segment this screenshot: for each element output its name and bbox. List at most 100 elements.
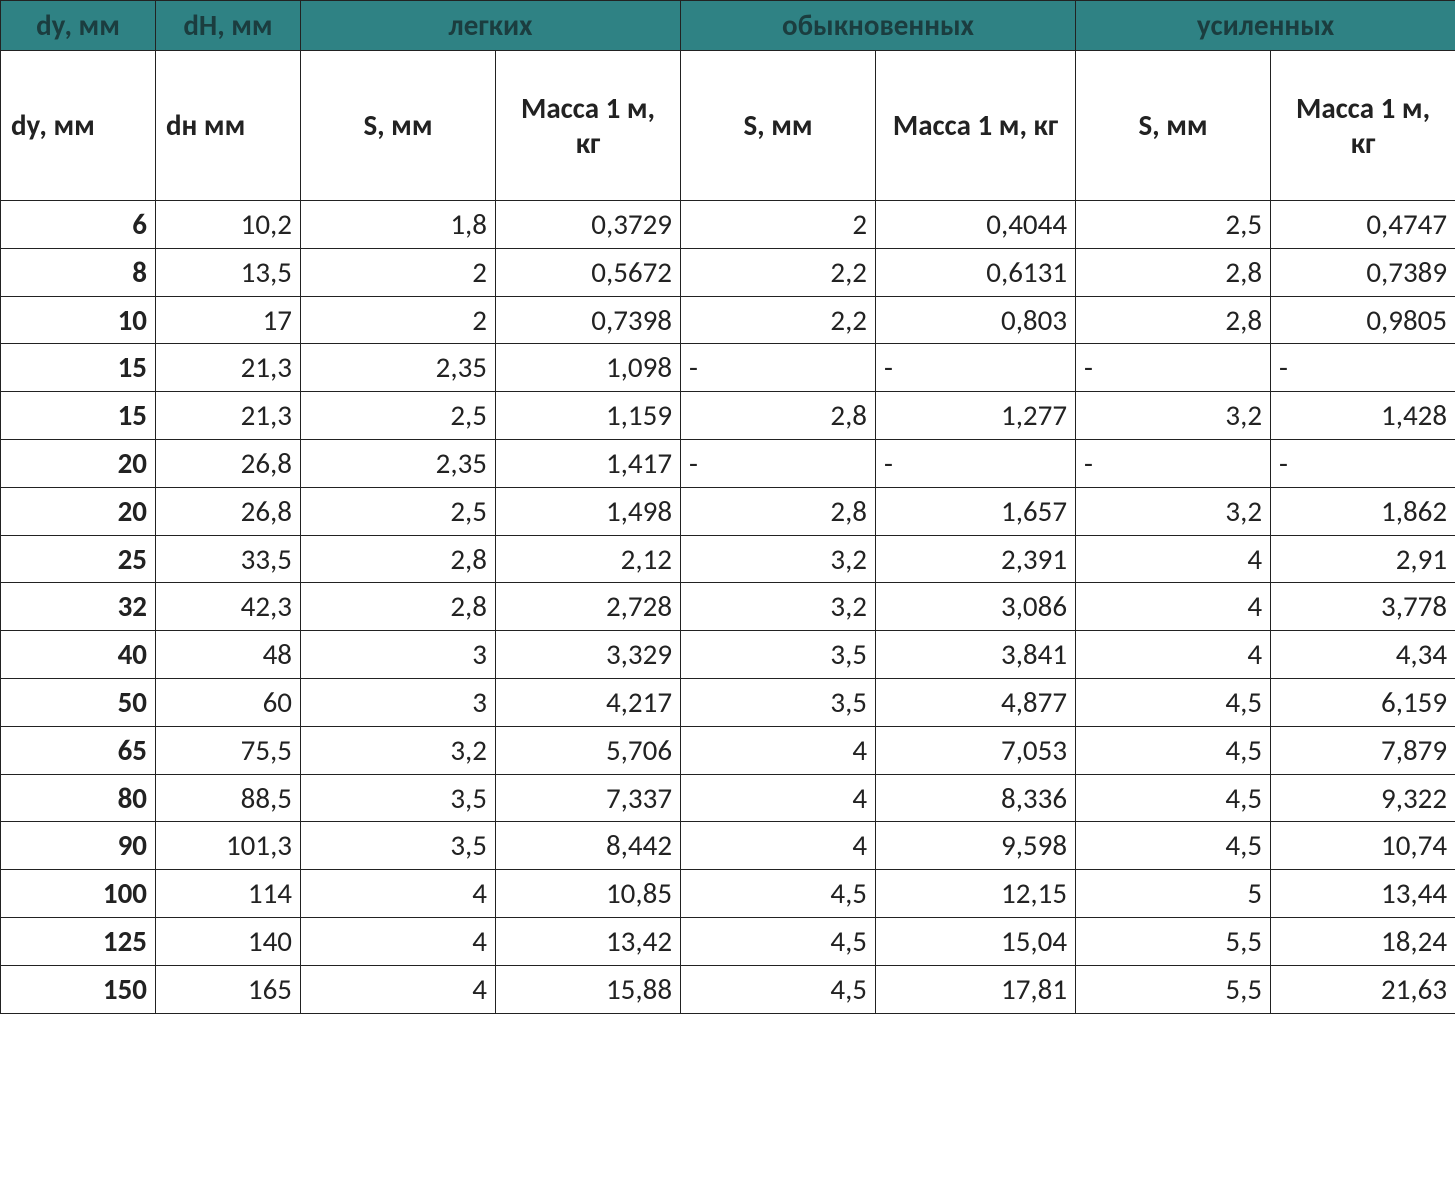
table-cell: 15,04 [876, 917, 1076, 965]
table-cell: 101,3 [156, 822, 301, 870]
table-cell: - [681, 439, 876, 487]
table-row: 8088,53,57,33748,3364,59,322 [1, 774, 1455, 822]
table-cell: 5,5 [1076, 965, 1271, 1013]
table-cell: 2,35 [301, 344, 496, 392]
table-cell: 4 [681, 774, 876, 822]
table-cell: 2 [301, 248, 496, 296]
table-cell: 2,728 [496, 583, 681, 631]
table-cell: 17,81 [876, 965, 1076, 1013]
table-cell: 90 [1, 822, 156, 870]
table-row: 2026,82,351,417---- [1, 439, 1455, 487]
table-cell: 13,5 [156, 248, 301, 296]
table-cell: 13,44 [1271, 870, 1455, 918]
table-row: 100114410,854,512,15513,44 [1, 870, 1455, 918]
sub-header-mass-ordinary: Масса 1 м, кг [876, 51, 1076, 201]
table-cell: 75,5 [156, 726, 301, 774]
top-header-dy: dу, мм [1, 1, 156, 51]
table-cell: 13,42 [496, 917, 681, 965]
table-cell: 4 [681, 726, 876, 774]
table-cell: - [1076, 439, 1271, 487]
table-cell: 2,8 [301, 583, 496, 631]
table-cell: 1,862 [1271, 487, 1455, 535]
table-cell: 3,5 [681, 631, 876, 679]
table-cell: 6 [1, 201, 156, 249]
table-cell: 2,8 [681, 487, 876, 535]
table-cell: 3,778 [1271, 583, 1455, 631]
table-cell: 7,879 [1271, 726, 1455, 774]
table-cell: 15 [1, 344, 156, 392]
table-cell: 20 [1, 439, 156, 487]
table-cell: 4 [681, 822, 876, 870]
table-row: 404833,3293,53,84144,34 [1, 631, 1455, 679]
table-cell: 2,5 [301, 487, 496, 535]
table-cell: 8,442 [496, 822, 681, 870]
table-row: 610,21,80,372920,40442,50,4747 [1, 201, 1455, 249]
table-cell: 5,706 [496, 726, 681, 774]
table-cell: 0,3729 [496, 201, 681, 249]
table-cell: 2 [681, 201, 876, 249]
table-cell: - [1271, 344, 1455, 392]
table-cell: 4 [1076, 535, 1271, 583]
table-cell: 5 [1076, 870, 1271, 918]
table-cell: 65 [1, 726, 156, 774]
table-cell: 4,877 [876, 678, 1076, 726]
table-cell: 2,8 [1076, 248, 1271, 296]
table-cell: 3,5 [301, 822, 496, 870]
table-cell: 2,91 [1271, 535, 1455, 583]
table-cell: 3,5 [301, 774, 496, 822]
table-cell: 25 [1, 535, 156, 583]
top-header-light: легких [301, 1, 681, 51]
table-cell: 40 [1, 631, 156, 679]
table-cell: 1,657 [876, 487, 1076, 535]
table-cell: 88,5 [156, 774, 301, 822]
table-cell: 1,428 [1271, 392, 1455, 440]
table-cell: 10,85 [496, 870, 681, 918]
table-cell: 0,803 [876, 296, 1076, 344]
data-table: dу, мм dH, мм легких обыкновенных усилен… [0, 0, 1455, 1014]
table-cell: 1,098 [496, 344, 681, 392]
table-row: 125140413,424,515,045,518,24 [1, 917, 1455, 965]
table-cell: 5,5 [1076, 917, 1271, 965]
table-cell: 4 [1076, 583, 1271, 631]
table-cell: 12,15 [876, 870, 1076, 918]
table-cell: 1,417 [496, 439, 681, 487]
table-body: 610,21,80,372920,40442,50,4747813,520,56… [1, 201, 1455, 1014]
sub-header-mass-light: Масса 1 м, кг [496, 51, 681, 201]
table-cell: 125 [1, 917, 156, 965]
table-cell: 4,5 [681, 870, 876, 918]
table-cell: 2,5 [1076, 201, 1271, 249]
table-cell: 3 [301, 678, 496, 726]
table-cell: 6,159 [1271, 678, 1455, 726]
table-cell: 21,3 [156, 392, 301, 440]
table-cell: 8 [1, 248, 156, 296]
table-cell: 3,086 [876, 583, 1076, 631]
table-cell: 3,841 [876, 631, 1076, 679]
table-cell: 3,2 [1076, 392, 1271, 440]
table-row: 6575,53,25,70647,0534,57,879 [1, 726, 1455, 774]
table-cell: 0,7389 [1271, 248, 1455, 296]
table-cell: 3,5 [681, 678, 876, 726]
table-row: 1521,32,51,1592,81,2773,21,428 [1, 392, 1455, 440]
table-cell: 0,4747 [1271, 201, 1455, 249]
table-cell: 21,3 [156, 344, 301, 392]
top-header-ordinary: обыкновенных [681, 1, 1076, 51]
table-cell: 165 [156, 965, 301, 1013]
table-cell: 100 [1, 870, 156, 918]
table-cell: - [876, 344, 1076, 392]
sub-header-dy: dу, мм [1, 51, 156, 201]
sub-header-s-reinforced: S, мм [1076, 51, 1271, 201]
table-cell: 1,8 [301, 201, 496, 249]
table-cell: 4,217 [496, 678, 681, 726]
table-row: 506034,2173,54,8774,56,159 [1, 678, 1455, 726]
table-cell: 3,2 [301, 726, 496, 774]
table-row: 150165415,884,517,815,521,63 [1, 965, 1455, 1013]
table-cell: 2,35 [301, 439, 496, 487]
table-cell: 4,34 [1271, 631, 1455, 679]
table-cell: 21,63 [1271, 965, 1455, 1013]
pipe-specs-table: dу, мм dH, мм легких обыкновенных усилен… [0, 0, 1455, 1014]
table-cell: 10,2 [156, 201, 301, 249]
table-cell: - [1271, 439, 1455, 487]
table-cell: 0,5672 [496, 248, 681, 296]
table-cell: 50 [1, 678, 156, 726]
table-cell: 48 [156, 631, 301, 679]
